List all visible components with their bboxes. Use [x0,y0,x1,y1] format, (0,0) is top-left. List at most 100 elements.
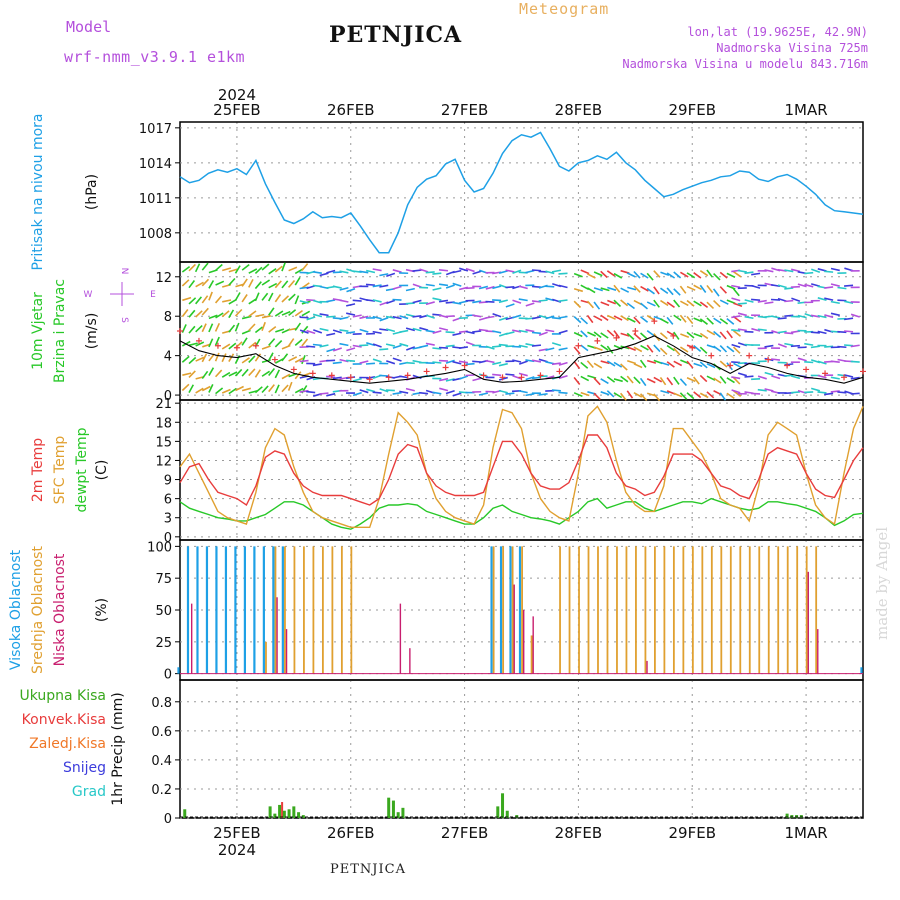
high-cloud-bar [262,546,265,674]
ytick-label-precip: 0.6 [151,725,172,740]
wind-barb [573,346,581,355]
wind-barb [538,299,548,302]
wind-barb [288,356,298,362]
wind-barb [281,384,289,393]
wind-barb [208,314,218,320]
ytick-label-wind: 12 [155,271,172,286]
wind-barb [699,318,708,325]
dewpoint-line [179,497,864,530]
mid-cloud-bar [578,546,580,674]
wind-barb [817,374,827,379]
wind-barb [719,299,729,305]
wind-barb [732,288,740,297]
wind-barb [438,346,449,349]
precip-total-bar [292,806,296,818]
wind-barb [214,369,223,378]
low-cloud-bar [523,610,525,674]
wind-barb [194,263,201,273]
wind-barb [666,316,674,325]
wind-barb [573,360,581,370]
wind-barb [784,314,794,317]
wind-barb [485,359,495,364]
wind-barb [339,286,349,291]
wind-barb [719,318,729,325]
wind-gust-marker [404,372,411,379]
wind-barb [600,332,609,339]
wind-barb [281,310,291,316]
year-label-bottom: 2024 [218,841,256,859]
wind-barb [419,391,429,395]
wind-barb [332,329,342,334]
wind-barb [733,362,742,369]
wind-barb [465,341,475,346]
mid-cloud-bar [625,546,628,674]
ytick-label-cloud: 0 [164,668,172,683]
wind-barb [254,386,263,394]
wind-barb [498,299,508,304]
ytick-label-cloud: 100 [147,540,172,555]
wind-barb [518,344,528,348]
wind-barb [586,300,594,309]
high-cloud-label: Visoka Oblacnost [8,549,24,670]
wind-barb [478,285,489,290]
wind-barb [653,344,661,353]
wind-barb [248,368,256,377]
date-label-bottom: 29FEB [669,824,716,842]
wind-barb [653,286,660,295]
wind-barb [719,271,728,279]
wind-barb [432,297,442,301]
wind-barb [639,359,647,368]
wind-barb [201,323,207,333]
wind-barb [181,383,190,392]
wind-barb [699,332,709,340]
wind-barb [214,336,220,346]
wind-barb [653,299,660,308]
wind-barb [268,384,275,393]
wind-barb [680,333,690,338]
wind-barb [195,387,204,394]
ytick-label-cloud: 75 [155,572,172,587]
wind-barb [680,300,689,307]
wind-barb [726,377,735,384]
ytick-label-temp: 15 [155,435,172,450]
wind-barb [326,299,336,303]
wind-barb [505,303,515,308]
wind-barb [837,286,847,290]
wind-barb [412,327,422,332]
wind-barb [339,270,349,274]
wind-barb [830,376,840,380]
wind-barb [405,327,415,332]
wind-barb [660,361,670,366]
wind-barb [737,372,748,377]
mid-cloud-bar [796,546,799,674]
wind-barb [372,330,382,335]
lonlat-label: lon,lat (19.9625E, 42.9N) [687,25,868,39]
wind-barb [492,345,502,348]
wind-barb [188,309,196,318]
wind-barb [208,280,215,289]
wind-gust-marker [632,328,639,334]
wind-barb [268,325,277,333]
wind-barb [181,265,191,273]
date-label-top: 26FEB [327,101,374,119]
wind-barb [620,375,629,383]
wind-barb [538,392,548,396]
wind-barb [188,325,196,334]
wind-barb [640,316,649,323]
wind-barb [432,347,442,350]
wind-gust-marker [423,368,430,375]
wind-barb [372,268,382,272]
wind-barb [188,356,197,365]
wind-barb [274,265,283,273]
wind-barb [478,392,488,396]
high-cloud-bar [860,667,863,674]
wind-gust-marker [651,318,658,325]
temp-2m-line [179,434,864,507]
wind-barb [713,317,722,324]
wind-barb [531,359,542,363]
wind-barb [254,292,260,302]
wind-barb [633,363,643,369]
wind-barb [620,315,629,322]
wind-barb [439,387,449,392]
wind-barb [551,269,562,273]
